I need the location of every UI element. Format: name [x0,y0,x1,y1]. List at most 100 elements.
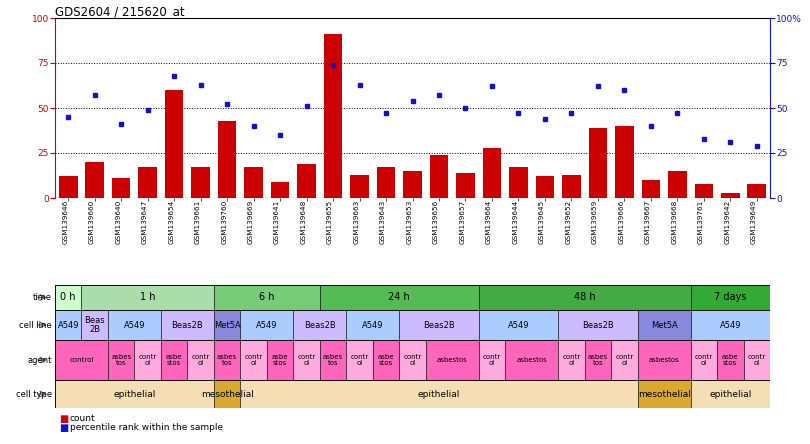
Text: asbes
tos: asbes tos [588,354,608,366]
Bar [271,182,289,198]
Text: A549: A549 [719,321,741,329]
Bar [615,126,633,198]
Bar [717,340,744,380]
Text: contr
ol: contr ol [695,354,713,366]
Text: GSM139647: GSM139647 [142,200,147,244]
Text: agent: agent [28,356,52,365]
Text: Beas2B: Beas2B [172,321,203,329]
Bar [691,340,717,380]
Bar [562,174,581,198]
Bar [694,184,713,198]
Text: contr
ol: contr ol [562,354,581,366]
Text: GSM139641: GSM139641 [274,200,280,244]
Bar [691,285,770,310]
Bar [241,310,293,340]
Text: contr
ol: contr ol [351,354,369,366]
Text: Beas
2B: Beas 2B [84,316,105,333]
Text: asbestos: asbestos [516,357,547,363]
Text: mesothelial: mesothelial [637,389,690,399]
Text: GSM139648: GSM139648 [301,200,306,244]
Text: GSM139659: GSM139659 [592,200,598,244]
Bar [241,340,266,380]
Text: GSM139652: GSM139652 [565,200,571,244]
Text: epithelial: epithelial [709,389,752,399]
Bar [403,171,422,198]
Bar [82,285,214,310]
Text: contr
ol: contr ol [191,354,210,366]
Text: GSM139663: GSM139663 [353,200,360,244]
Bar [161,310,214,340]
Text: GSM139668: GSM139668 [671,200,677,244]
Bar [535,176,554,198]
Text: ■: ■ [59,423,68,433]
Bar [112,178,130,198]
Text: GSM139643: GSM139643 [380,200,386,244]
Bar [479,285,691,310]
Text: cell type: cell type [16,389,52,399]
Text: GSM139660: GSM139660 [89,200,95,244]
Text: GSM139656: GSM139656 [433,200,439,244]
Text: contr
ol: contr ol [297,354,316,366]
Text: GSM139649: GSM139649 [751,200,757,244]
Text: contr
ol: contr ol [483,354,501,366]
Text: Met5A: Met5A [214,321,241,329]
Bar [585,340,611,380]
Text: cell line: cell line [19,321,52,329]
Bar [214,285,320,310]
Text: 24 h: 24 h [388,293,410,302]
Bar [373,340,399,380]
Bar [589,128,608,198]
Text: GSM139664: GSM139664 [486,200,492,244]
Bar [108,340,134,380]
Bar [691,310,770,340]
Text: GSM139644: GSM139644 [513,200,518,244]
Bar [744,340,770,380]
Text: GSM139667: GSM139667 [645,200,650,244]
Text: GSM139661: GSM139661 [194,200,201,244]
Bar [426,340,479,380]
Bar [161,340,187,380]
Text: asbe
stos: asbe stos [166,354,182,366]
Bar [479,340,505,380]
Bar [505,340,558,380]
Text: GSM139657: GSM139657 [459,200,466,244]
Text: 1 h: 1 h [140,293,156,302]
Text: GSM139640: GSM139640 [115,200,122,244]
Bar [297,164,316,198]
Text: asbe
stos: asbe stos [722,354,739,366]
Bar [55,285,82,310]
Text: A549: A549 [508,321,529,329]
Bar [85,162,104,198]
Text: 0 h: 0 h [61,293,76,302]
Bar [748,184,766,198]
Text: asbes
tos: asbes tos [217,354,237,366]
Bar [668,171,687,198]
Text: contr
ol: contr ol [403,354,422,366]
Text: epithelial: epithelial [418,389,460,399]
Text: contr
ol: contr ol [139,354,157,366]
Text: GSM139654: GSM139654 [168,200,174,244]
Bar [558,340,585,380]
Text: GSM139642: GSM139642 [724,200,731,244]
Bar [214,380,241,408]
Bar [611,340,637,380]
Bar [187,340,214,380]
Bar [399,310,479,340]
Bar [214,310,241,340]
Bar [456,173,475,198]
Bar [245,167,263,198]
Bar [82,310,108,340]
Text: GSM139646: GSM139646 [62,200,68,244]
Text: contr
ol: contr ol [748,354,766,366]
Text: mesothelial: mesothelial [201,389,254,399]
Text: asbes
tos: asbes tos [323,354,343,366]
Text: asbe
stos: asbe stos [272,354,288,366]
Bar [55,380,214,408]
Bar [509,167,527,198]
Bar [191,167,210,198]
Text: asbestos: asbestos [649,357,680,363]
Bar [59,176,78,198]
Bar [218,121,237,198]
Bar [691,380,770,408]
Text: GSM139655: GSM139655 [327,200,333,244]
